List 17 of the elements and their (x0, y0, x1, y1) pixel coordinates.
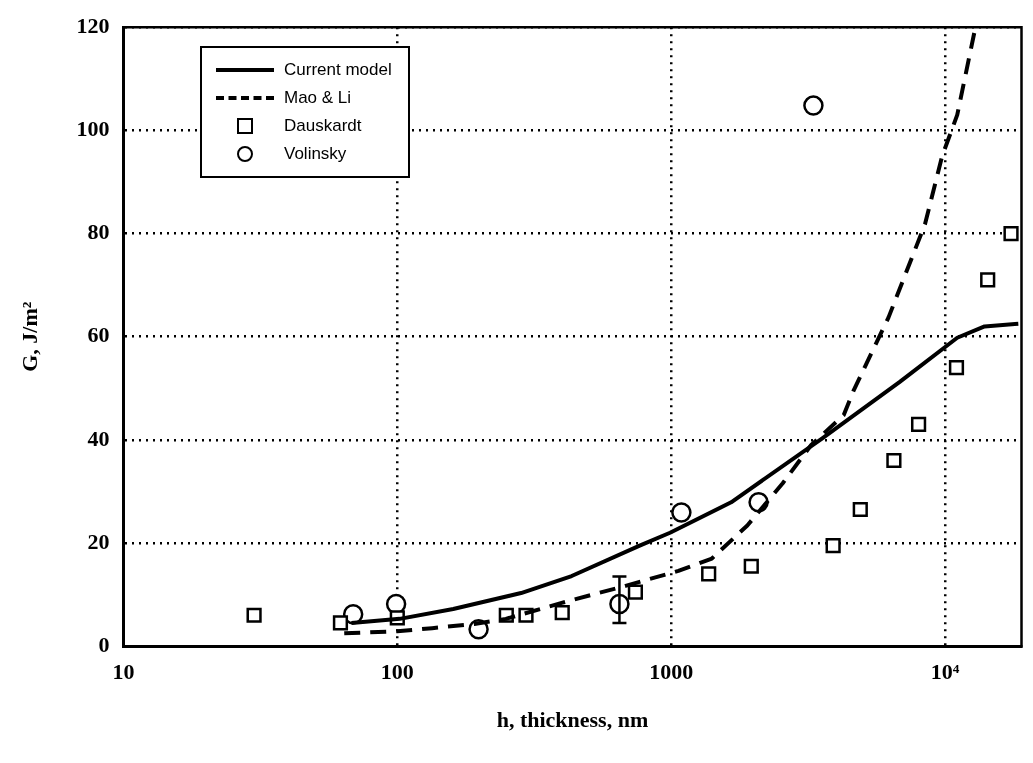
y-tick-label: 20 (87, 528, 110, 554)
legend-label: Dauskardt (284, 116, 362, 136)
y-tick-label: 80 (87, 219, 110, 245)
x-tick-label: 10 (112, 659, 135, 685)
x-tick-label: 10⁴ (930, 659, 960, 685)
x-tick-label: 100 (380, 659, 414, 685)
y-axis-title: G, J/m² (16, 301, 42, 372)
legend-label: Mao & Li (284, 88, 352, 108)
y-tick-label: 40 (87, 425, 110, 451)
y-tick-label: 100 (76, 116, 110, 142)
y-tick-label: 60 (87, 322, 110, 348)
legend-label: Volinsky (284, 144, 347, 164)
y-tick-label: 0 (98, 631, 110, 657)
x-axis-title: h, thickness, nm (496, 707, 649, 733)
x-tick-label: 1000 (649, 659, 694, 685)
legend-label: Current model (284, 60, 392, 80)
y-tick-label: 120 (76, 12, 110, 38)
